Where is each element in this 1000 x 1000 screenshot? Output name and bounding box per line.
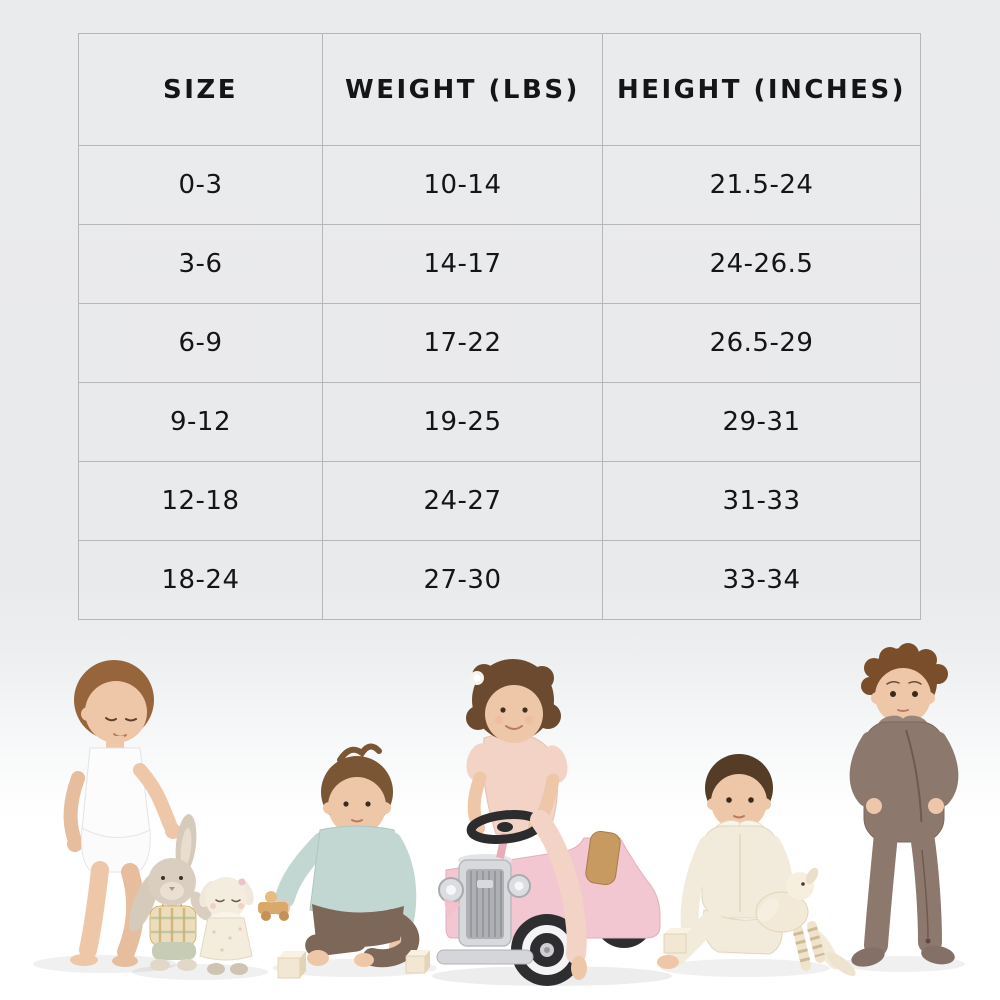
table-cell: 18-24 <box>78 540 323 620</box>
face <box>85 681 147 743</box>
table-cell: 24-27 <box>322 461 603 541</box>
table-row: 6-9 17-22 26.5-29 <box>78 303 921 383</box>
sitting-baby-cream-outfit <box>657 754 856 977</box>
table-cell: 10-14 <box>322 145 603 225</box>
face <box>875 668 931 724</box>
table-cell: 27-30 <box>322 540 603 620</box>
walking-toddler-white-tank <box>63 660 181 967</box>
table-cell: 17-22 <box>322 303 603 383</box>
plush-lamb <box>755 867 856 977</box>
standing-toddler-brown-onesie <box>849 643 959 967</box>
tank-top <box>81 747 151 841</box>
table-cell: 24-26.5 <box>602 224 921 304</box>
table-header-row: SIZE WEIGHT (LBS) HEIGHT (INCHES) <box>78 33 921 146</box>
table-cell: 3-6 <box>78 224 323 304</box>
footed-foot <box>921 945 955 965</box>
rider-leg <box>530 810 587 964</box>
face <box>328 777 386 835</box>
car-grille <box>458 854 512 947</box>
car-bumper <box>436 949 534 965</box>
wooden-toy <box>258 891 289 921</box>
header-cell-size: SIZE <box>78 33 323 146</box>
header-cell-weight: WEIGHT (LBS) <box>322 33 603 146</box>
babies-photo <box>33 643 965 986</box>
table-cell: 33-34 <box>602 540 921 620</box>
table-cell: 19-25 <box>322 382 603 462</box>
toddler-on-ride-on-car <box>436 659 661 986</box>
table-cell: 26.5-29 <box>602 303 921 383</box>
doll-dress <box>199 917 253 961</box>
size-chart-table: SIZE WEIGHT (LBS) HEIGHT (INCHES) 0-3 10… <box>78 33 921 620</box>
table-cell: 6-9 <box>78 303 323 383</box>
table-cell: 29-31 <box>602 382 921 462</box>
table-row: 12-18 24-27 31-33 <box>78 461 921 541</box>
table-cell: 31-33 <box>602 461 921 541</box>
table-cell: 21.5-24 <box>602 145 921 225</box>
plush-lamb-doll <box>199 877 254 975</box>
sitting-baby-blue-top <box>258 743 420 968</box>
bloomers <box>81 827 151 873</box>
table-cell: 9-12 <box>78 382 323 462</box>
footed-foot <box>851 947 885 967</box>
face <box>711 774 767 830</box>
plush-bunny-toy <box>128 814 212 971</box>
header-cell-height: HEIGHT (INCHES) <box>602 33 921 146</box>
table-cell: 12-18 <box>78 461 323 541</box>
table-row: 9-12 19-25 29-31 <box>78 382 921 462</box>
table-cell: 0-3 <box>78 145 323 225</box>
held-wooden-block <box>663 928 692 954</box>
rider-face <box>485 685 543 743</box>
table-cell: 14-17 <box>322 224 603 304</box>
car-seat <box>585 830 621 886</box>
table-row: 3-6 14-17 24-26.5 <box>78 224 921 304</box>
wooden-blocks <box>277 950 430 979</box>
table-row: 0-3 10-14 21.5-24 <box>78 145 921 225</box>
sage-pants <box>152 942 196 960</box>
table-row: 18-24 27-30 33-34 <box>78 540 921 620</box>
